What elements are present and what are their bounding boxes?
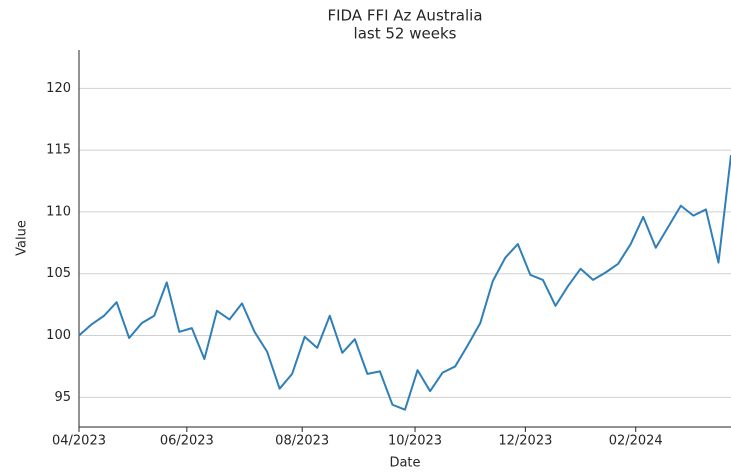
y-tick-label: 110 <box>46 204 71 219</box>
y-tick-label: 115 <box>46 143 71 158</box>
chart-subtitle: last 52 weeks <box>354 25 457 43</box>
x-axis-label: Date <box>389 456 420 471</box>
y-tick-label: 105 <box>46 266 71 281</box>
y-tick-label: 95 <box>54 390 71 405</box>
x-tick-label: 10/2023 <box>388 434 442 449</box>
y-tick-label: 120 <box>46 81 71 96</box>
x-tick-label: 12/2023 <box>498 434 552 449</box>
x-tick-label: 04/2023 <box>52 434 106 449</box>
chart-title: FIDA FFI Az Australia <box>327 7 482 25</box>
data-line <box>78 154 731 411</box>
x-tick-label: 08/2023 <box>275 434 329 449</box>
y-axis-label: Value <box>15 220 30 256</box>
y-tick-label: 100 <box>46 328 71 343</box>
x-tick-label: 06/2023 <box>160 434 214 449</box>
x-tick-label: 02/2024 <box>609 434 663 449</box>
